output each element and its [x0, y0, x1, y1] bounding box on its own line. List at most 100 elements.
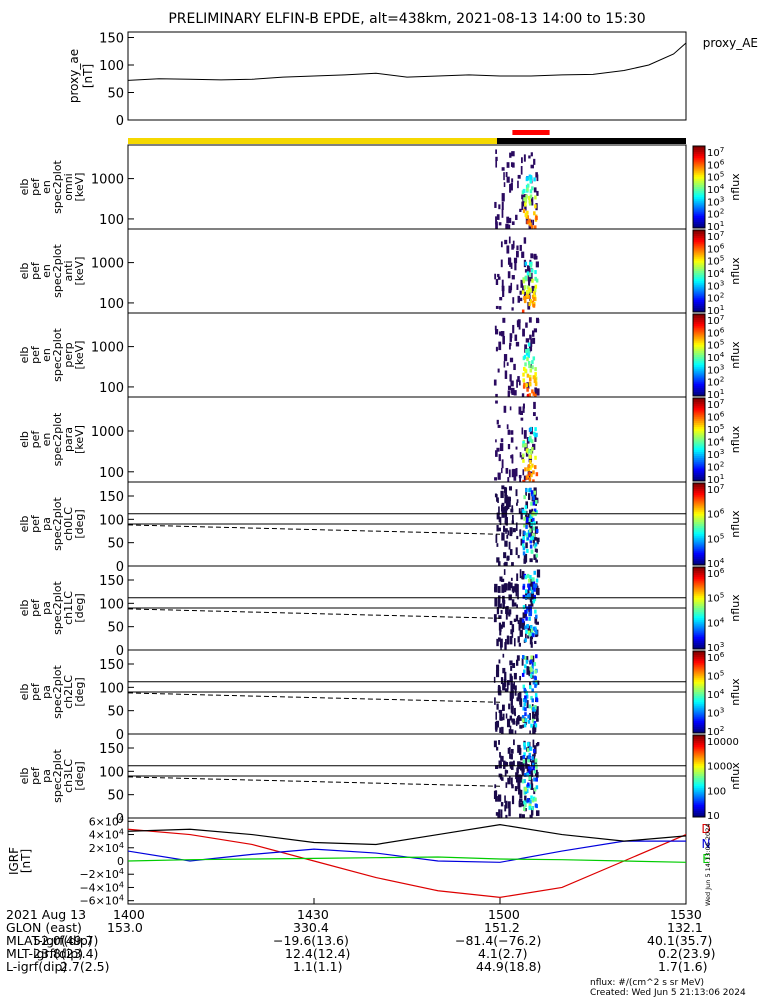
colorbar-swatch [693, 408, 705, 411]
colorbar-tick-label: 106 [707, 325, 725, 339]
flux-pixel [530, 795, 533, 800]
y-axis-label: spec2plot [51, 412, 64, 466]
flux-pixel [529, 342, 533, 352]
colorbar-tick-label: 106 [707, 650, 725, 664]
flux-pixel [522, 724, 525, 728]
colorbar-swatch [693, 554, 705, 558]
flux-pixel [528, 477, 532, 482]
colorbar-swatch [693, 581, 705, 584]
flux-pixel [531, 285, 535, 294]
flux-pixel [518, 622, 521, 631]
flux-pixel [527, 294, 530, 299]
flux-pixel [524, 202, 527, 207]
flux-pixel [527, 770, 531, 775]
flux-pixel [509, 374, 512, 382]
flux-pixel [524, 575, 528, 580]
flux-pixel [495, 765, 499, 769]
colorbar-swatch [693, 718, 705, 722]
flux-pixel [527, 782, 530, 787]
colorbar-swatch [693, 359, 705, 362]
flux-pixel [515, 591, 518, 597]
flux-pixel [512, 162, 515, 168]
flux-pixel [496, 447, 500, 452]
flux-pixel [525, 194, 528, 199]
flux-pixel [495, 812, 499, 816]
y-axis-label: [nT] [19, 849, 33, 873]
colorbar-swatch [693, 273, 705, 276]
colorbar-swatch [693, 393, 705, 397]
flux-pixel [524, 757, 528, 766]
colorbar-swatch [693, 427, 705, 430]
flux-pixel [512, 760, 515, 766]
flux-pixel [499, 603, 502, 609]
colorbar-swatch [693, 379, 705, 383]
flux-pixel [522, 806, 526, 811]
flux-pixel [495, 400, 498, 404]
flux-pixel [517, 180, 519, 189]
flux-pixel [504, 517, 508, 525]
flux-pixel [516, 379, 518, 388]
colorbar-swatch [693, 757, 705, 761]
colorbar-tick-label: 101 [707, 219, 724, 233]
flux-pixel [534, 276, 537, 281]
colorbar-swatch [693, 172, 705, 176]
colorbar-swatch [693, 513, 705, 517]
flux-pixel [507, 801, 511, 809]
flux-pixel [535, 743, 539, 747]
colorbar-swatch [693, 743, 705, 746]
colorbar-swatch [693, 694, 705, 697]
flux-pixel [533, 554, 537, 560]
flux-pixel [520, 279, 524, 288]
colorbar-swatch [693, 248, 705, 251]
y-axis-label: elb [18, 263, 31, 280]
flux-pixel [526, 573, 530, 578]
flux-pixel [529, 746, 533, 751]
flux-pixel [510, 629, 513, 635]
colorbar-swatch [693, 297, 705, 301]
anti-loss-cone-line [127, 608, 501, 619]
flux-pixel [531, 360, 534, 365]
y-axis-label: anti [62, 260, 75, 281]
flux-pixel [493, 790, 498, 800]
flux-pixel [532, 412, 536, 417]
flux-pixel [529, 575, 532, 580]
flux-pixel [507, 477, 510, 482]
y-tick-label: −2×104 [79, 867, 124, 881]
y-axis-label: para [62, 427, 75, 452]
colorbar-swatch [693, 262, 705, 266]
flux-pixel [505, 223, 509, 230]
flux-pixel [532, 577, 535, 582]
colorbar-swatch [693, 562, 705, 566]
flux-pixel [522, 585, 525, 590]
colorbar-swatch [693, 462, 705, 465]
y-axis-label: elb [18, 347, 31, 364]
flux-pixel [501, 532, 505, 541]
flux-pixel [513, 618, 517, 622]
flux-pixel [525, 691, 528, 696]
flux-pixel [529, 514, 532, 519]
colorbar-swatch [693, 176, 705, 180]
flux-pixel [524, 269, 529, 273]
flux-pixel [533, 379, 537, 384]
flux-pixel [510, 675, 513, 682]
flux-pixel [523, 723, 527, 728]
flux-pixel [534, 270, 537, 275]
colorbar-tick-label: 104 [707, 435, 725, 449]
flux-pixel [534, 803, 538, 808]
colorbar-swatch [693, 489, 705, 492]
colorbar-swatch [693, 612, 705, 615]
colorbar-swatch [693, 373, 705, 376]
flux-pixel [524, 212, 528, 217]
flux-pixel [503, 599, 506, 604]
flux-pixel [508, 236, 511, 244]
colorbar-swatch [693, 599, 705, 603]
colorbar-swatch [693, 626, 705, 629]
flux-pixel [511, 457, 514, 464]
x-tick-label: 1430 [297, 907, 329, 922]
flux-pixel [526, 387, 529, 392]
flux-pixel [516, 604, 518, 608]
flux-pixel [534, 640, 537, 644]
colorbar-tick-label: 102 [707, 375, 724, 389]
colorbar-swatch [693, 422, 705, 426]
